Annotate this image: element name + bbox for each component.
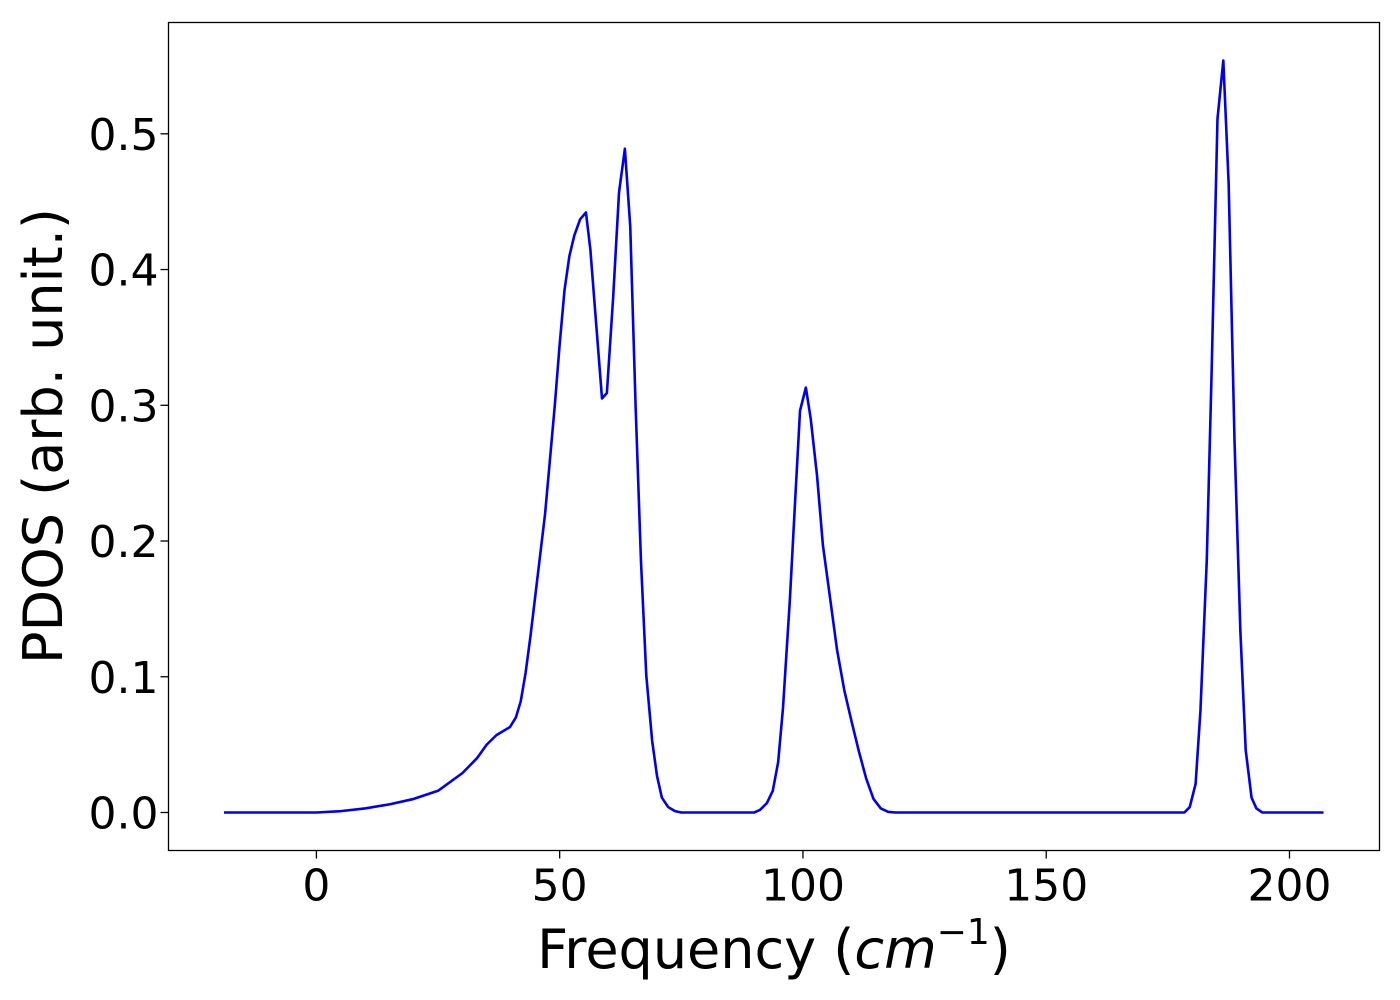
x-tick-label: 150 — [1004, 861, 1088, 912]
y-tick-label: 0.5 — [89, 110, 159, 161]
x-tick-label: 100 — [761, 861, 845, 912]
x-axis-label: Frequency (cm−1) — [537, 912, 1011, 981]
y-tick-label: 0.2 — [89, 517, 159, 568]
x-tick-label: 200 — [1247, 861, 1331, 912]
x-tick-label: 50 — [532, 861, 588, 912]
y-tick-label: 0.3 — [89, 381, 159, 432]
y-axis-label: PDOS (arb. unit.) — [12, 208, 75, 664]
y-tick-label: 0.1 — [89, 653, 159, 704]
y-tick-label: 0.0 — [89, 788, 159, 839]
y-tick-label: 0.4 — [89, 246, 159, 297]
pdos-line — [223, 59, 1324, 814]
x-tick-label: 0 — [302, 861, 330, 912]
plot-frame — [167, 21, 1381, 852]
